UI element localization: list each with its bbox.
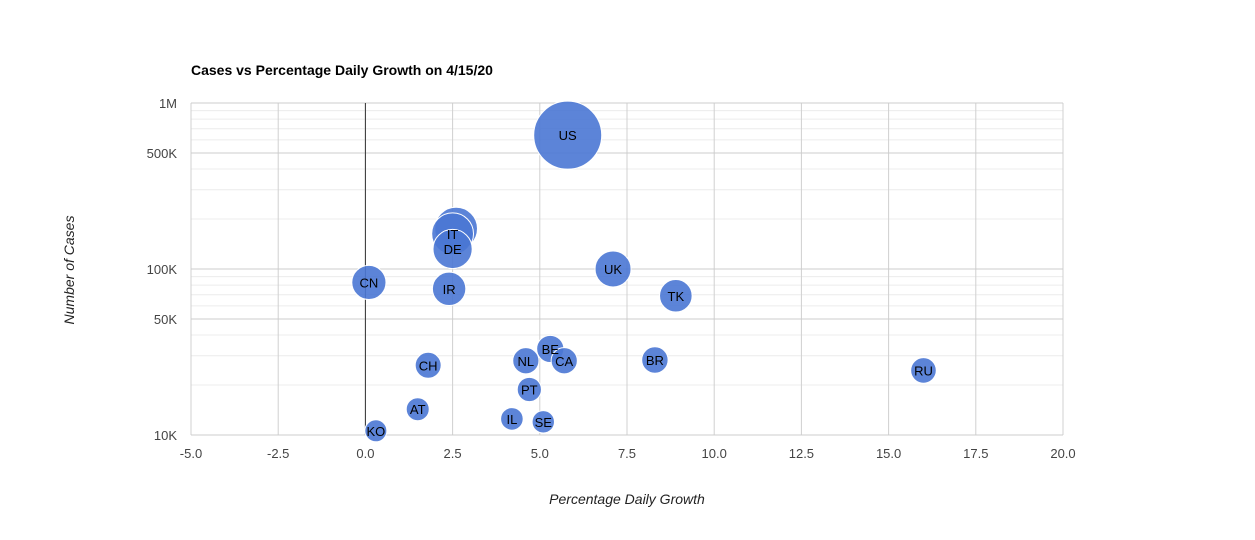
bubble-label-il: IL <box>506 412 517 427</box>
bubble-ca[interactable] <box>550 347 578 375</box>
bubble-label-br: BR <box>646 353 664 368</box>
y-tick-label: 50K <box>154 312 177 327</box>
chart-title: Cases vs Percentage Daily Growth on 4/15… <box>191 62 493 78</box>
bubble-label-tk: TK <box>668 289 685 304</box>
bubble-label-ru: RU <box>914 363 933 378</box>
x-tick-label: 10.0 <box>702 446 727 461</box>
bubble-label-ch: CH <box>419 358 438 373</box>
bubble-de[interactable] <box>432 228 473 270</box>
x-axis-title: Percentage Daily Growth <box>549 491 705 507</box>
x-tick-label: -2.5 <box>267 446 289 461</box>
bubble-ru[interactable] <box>910 357 937 384</box>
bubble-label-it: IT <box>447 227 459 242</box>
bubble-label-ca: CA <box>555 354 573 369</box>
grid-layer <box>190 102 1064 436</box>
x-tick-label: 15.0 <box>876 446 901 461</box>
bubble-label-at: AT <box>410 402 426 417</box>
bubble-ko[interactable] <box>364 419 388 443</box>
bubble-ir[interactable] <box>431 271 467 306</box>
y-tick-label: 1M <box>159 96 177 111</box>
axis-layer: -5.0 -2.5 0.0 2.5 5.0 7.5 10.0 12.5 15.0 17.5 20.0… <box>147 96 1076 461</box>
bubble-se[interactable] <box>531 410 555 434</box>
bubble-us[interactable] <box>533 100 603 170</box>
x-tick-label: 20.0 <box>1050 446 1075 461</box>
bubble-label-uk: UK <box>604 262 622 277</box>
y-tick-label: 500K <box>147 146 178 161</box>
bubble-label-pt: PT <box>521 382 538 397</box>
y-tick-label: 10K <box>154 428 177 443</box>
y-tick-label: 100K <box>147 262 178 277</box>
bubble-label-se: SE <box>535 415 553 430</box>
bubble-tk[interactable] <box>659 278 693 313</box>
bubble-uk[interactable] <box>594 250 632 288</box>
x-tick-label: 2.5 <box>444 446 462 461</box>
y-axis-title: Number of Cases <box>61 216 77 325</box>
x-tick-label: 12.5 <box>789 446 814 461</box>
x-tick-label: 5.0 <box>531 446 549 461</box>
x-tick-label: -5.0 <box>180 446 202 461</box>
x-tick-label: 7.5 <box>618 446 636 461</box>
x-tick-label: 0.0 <box>356 446 374 461</box>
bubble-il[interactable] <box>500 407 524 431</box>
bubble-pt[interactable] <box>516 376 542 403</box>
x-tick-label: 17.5 <box>963 446 988 461</box>
bubble-label-ko: KO <box>366 424 385 439</box>
bubble-label-de: DE <box>444 242 462 257</box>
bubble-label-cn: CN <box>359 275 378 290</box>
bubble-ch[interactable] <box>414 351 442 379</box>
bubble-label-be: BE <box>542 342 560 357</box>
bubble-label-ir: IR <box>443 282 456 297</box>
bubble-label-nl: NL <box>518 354 535 369</box>
bubble-br[interactable] <box>641 346 669 374</box>
bubble-cn[interactable] <box>351 264 387 301</box>
bubble-nl[interactable] <box>512 347 540 375</box>
bubble-label-us: US <box>559 128 577 143</box>
bubble-at[interactable] <box>405 397 430 422</box>
